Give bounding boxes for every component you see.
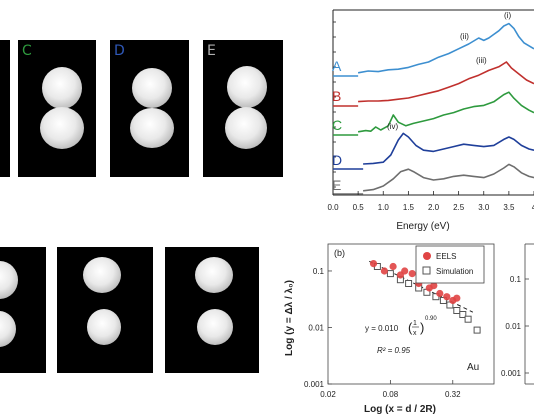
eels-point xyxy=(408,270,416,278)
simulation-point xyxy=(464,315,472,323)
particle xyxy=(132,68,172,108)
legend-eels-marker xyxy=(423,252,431,260)
spectrum-line-E xyxy=(363,163,534,192)
particle xyxy=(195,257,233,293)
simulation-point xyxy=(453,307,461,314)
eels-spectra-chart: 0.00.51.01.52.02.53.03.54 A B C D E (i) … xyxy=(327,9,534,232)
legend-simulation-marker xyxy=(422,266,431,275)
fit-paren-open: ( xyxy=(408,320,413,335)
particle xyxy=(227,66,267,108)
eels-point xyxy=(453,294,461,302)
spectrum-line-D xyxy=(363,132,534,165)
image-tile-bottom-2 xyxy=(57,247,153,373)
legend-eels-label: EELS xyxy=(436,252,456,261)
partial-chart-right: 0.1 0.01 0.001 xyxy=(501,243,534,385)
fit-paren-close: ) xyxy=(420,320,424,335)
label-C: C xyxy=(332,117,342,133)
y-axis-label: Log (y = Δλ / λ₀) xyxy=(284,280,295,356)
eels-point xyxy=(436,289,444,298)
image-tile-e: E xyxy=(203,40,283,177)
particle xyxy=(130,108,174,148)
x-axis-label: Energy (eV) xyxy=(396,221,449,232)
annotation-ii: (ii) xyxy=(460,32,469,41)
x-tick-label: 0.08 xyxy=(383,390,399,399)
plot-frame xyxy=(327,243,495,385)
image-left-edge-top xyxy=(0,40,10,177)
annotation-iii: (iii) xyxy=(476,56,487,65)
fit-exponent: 0.90 xyxy=(425,316,437,322)
eels-point xyxy=(380,267,388,275)
fit-frac-den: x xyxy=(413,330,417,337)
spectrum-line-C xyxy=(357,91,534,133)
eels-point xyxy=(430,282,438,290)
x-tick-label: 1.0 xyxy=(378,203,390,212)
material-label: Au xyxy=(467,362,479,373)
eels-point xyxy=(389,262,397,271)
image-tile-bottom-1 xyxy=(0,247,46,373)
eels-point xyxy=(443,293,451,301)
y-tick-label: 0.1 xyxy=(313,267,325,276)
particle xyxy=(40,107,84,149)
simulation-point xyxy=(459,311,467,318)
label-B: B xyxy=(332,88,341,104)
particle xyxy=(83,257,121,293)
x-tick-label: 1.5 xyxy=(403,203,415,212)
image-tile-bottom-3 xyxy=(165,247,259,373)
simulation-point xyxy=(473,326,481,334)
label-D: D xyxy=(332,152,342,168)
particle xyxy=(87,309,121,345)
particle xyxy=(197,309,233,345)
x-tick-label: 0.0 xyxy=(327,203,339,212)
simulation-point xyxy=(386,270,394,278)
fit-r-squared: R² = 0.95 xyxy=(377,346,411,355)
particle xyxy=(225,107,267,149)
x-tick-label: 2.0 xyxy=(428,203,440,212)
x-tick-label: 0.32 xyxy=(445,390,461,399)
panel-label: (b) xyxy=(334,248,345,258)
x-tick-label: 0.02 xyxy=(320,390,336,399)
particle xyxy=(0,311,16,347)
x-tick-label: 2.5 xyxy=(453,203,465,212)
x-tick-label: 3.5 xyxy=(503,203,515,212)
image-tile-c: C xyxy=(18,40,96,177)
y-tick-label: 0.01 xyxy=(505,322,521,331)
y-tick-label: 0.001 xyxy=(304,380,325,389)
y-tick-label: 0.01 xyxy=(308,323,324,332)
annotation-i: (i) xyxy=(504,11,511,20)
particle xyxy=(0,261,18,299)
y-tick-label: 0.001 xyxy=(501,369,522,378)
simulation-point xyxy=(405,280,413,287)
x-tick-label: 0.5 xyxy=(353,203,365,212)
spectrum-line-B xyxy=(358,61,534,103)
eels-point xyxy=(401,267,409,275)
eels-point xyxy=(369,260,378,268)
annotation-iv: (iv) xyxy=(387,122,398,131)
y-tick-label: 0.1 xyxy=(510,275,522,284)
tile-label-c: C xyxy=(22,43,32,59)
legend-simulation-label: Simulation xyxy=(436,267,473,276)
x-axis-label: Log (x = d / 2R) xyxy=(364,404,436,415)
fit-frac-num: 1 xyxy=(413,320,417,327)
x-tick-label: 4 xyxy=(532,203,534,212)
tile-label-d: D xyxy=(114,43,125,59)
label-A: A xyxy=(332,58,342,74)
spectrum-line-A xyxy=(357,22,534,74)
image-tile-d: D xyxy=(110,40,189,177)
particle xyxy=(42,67,82,109)
label-E: E xyxy=(332,177,341,193)
x-tick-label: 3.0 xyxy=(478,203,490,212)
tile-label-e: E xyxy=(207,43,216,59)
fit-equation-prefix: y = 0.010 xyxy=(365,324,399,333)
